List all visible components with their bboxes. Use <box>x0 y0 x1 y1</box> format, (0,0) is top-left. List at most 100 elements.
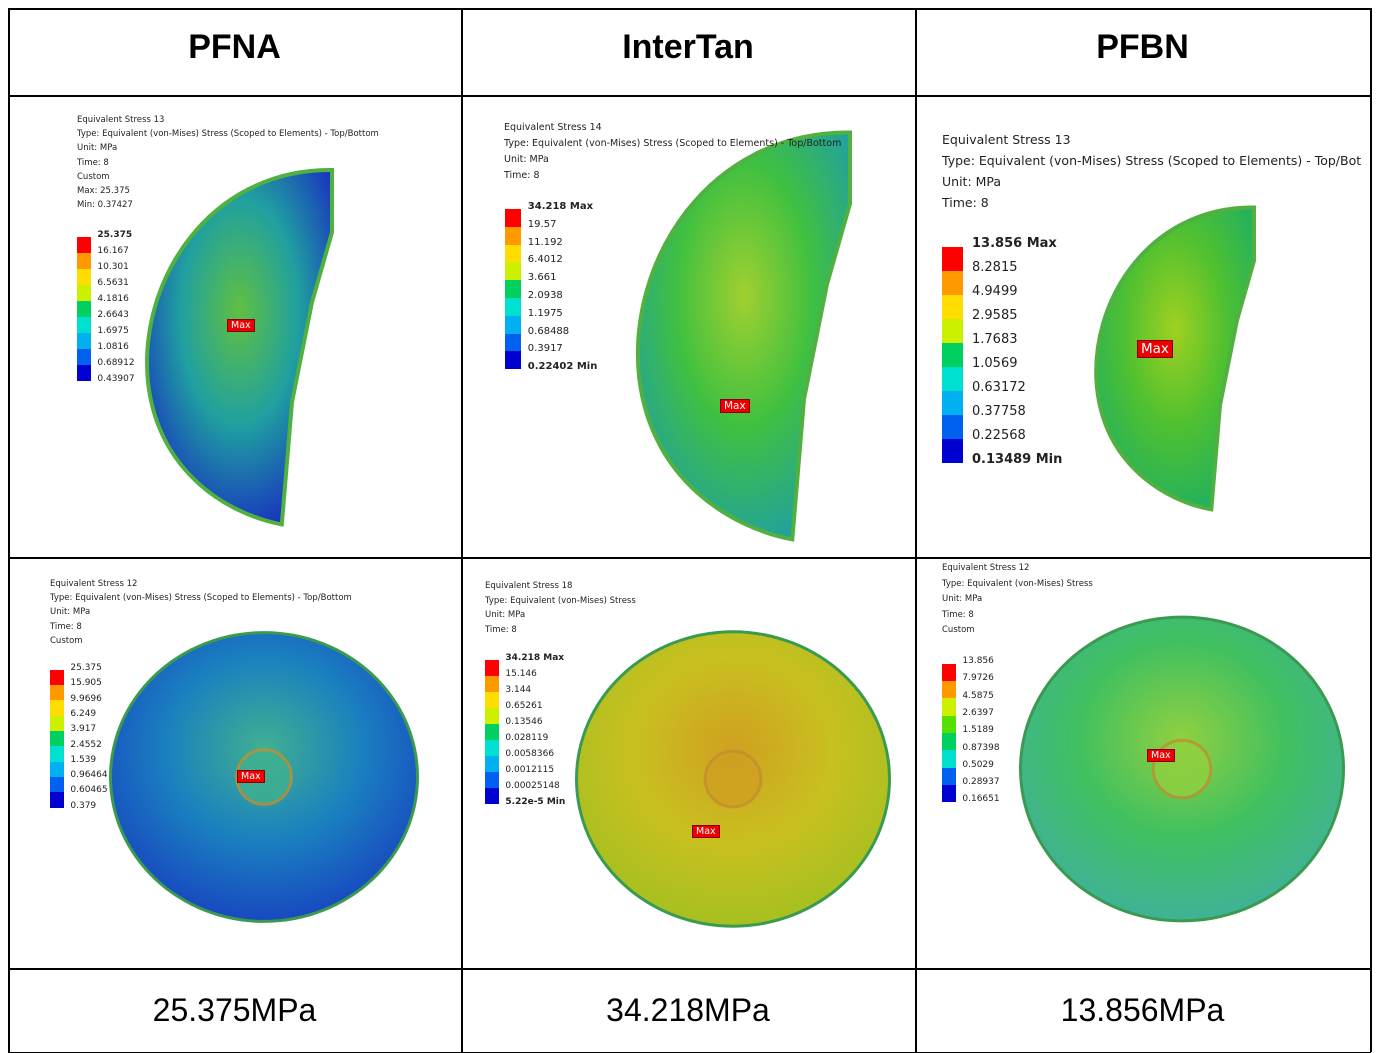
result-info: Type: Equivalent (von-Mises) Stress (Sco… <box>50 593 352 603</box>
result-info: Equivalent Stress 12 <box>50 579 137 589</box>
legend-label: 3.917 <box>70 724 96 734</box>
result-info: Max: 25.375 <box>77 186 130 196</box>
legend-swatch <box>50 762 64 777</box>
legend-swatch <box>485 724 499 740</box>
result-value: 13.856MPa <box>915 992 1370 1029</box>
legend-swatch <box>505 298 521 316</box>
legend-label: 0.96464 <box>70 770 107 780</box>
legend-label: 5.22e-5 Min <box>505 797 565 807</box>
legend-label: 1.0569 <box>972 356 1018 371</box>
legend-swatch <box>942 319 963 343</box>
legend-label: 0.22402 Min <box>528 361 598 372</box>
legend-label: 15.905 <box>70 678 102 688</box>
legend-label: 4.1816 <box>97 294 129 304</box>
legend-label: 0.0012115 <box>505 765 554 775</box>
result-info: Type: Equivalent (von-Mises) Stress <box>942 579 1093 589</box>
legend-label: 0.13546 <box>505 717 542 727</box>
legend-swatch <box>942 681 956 698</box>
legend-label: 2.0938 <box>528 290 563 301</box>
legend-swatch <box>942 367 963 391</box>
legend-swatch <box>505 316 521 334</box>
table-border <box>8 968 1371 970</box>
legend-swatch <box>77 285 91 301</box>
table-border <box>8 8 1371 10</box>
legend-swatch <box>942 439 963 463</box>
result-info: Time: 8 <box>50 622 82 632</box>
legend-swatch <box>942 733 956 750</box>
result-info: Equivalent Stress 13 <box>942 132 1071 147</box>
result-info: Time: 8 <box>942 610 974 620</box>
result-panel: Equivalent Stress 12 Type: Equivalent (vo… <box>10 559 460 967</box>
legend-label: 7.9726 <box>962 673 994 683</box>
legend-label: 11.192 <box>528 237 563 248</box>
result-info: Equivalent Stress 14 <box>504 122 602 133</box>
result-value: 34.218MPa <box>461 992 915 1029</box>
legend-swatch <box>942 343 963 367</box>
column-header: InterTan <box>461 28 915 67</box>
legend-swatch <box>942 750 956 767</box>
legend-swatch <box>942 271 963 295</box>
model-image <box>463 559 914 967</box>
legend-label: 1.0816 <box>97 342 129 352</box>
legend-swatch <box>77 317 91 333</box>
legend-label: 0.13489 Min <box>972 452 1062 467</box>
result-info: Custom <box>77 172 110 182</box>
result-info: Time: 8 <box>504 170 540 181</box>
legend-label: 6.4012 <box>528 254 563 265</box>
result-info: Time: 8 <box>77 158 109 168</box>
legend-label: 13.856 <box>962 656 994 666</box>
legend-label: 25.375 <box>97 230 132 240</box>
legend-label: 0.379 <box>70 801 96 811</box>
legend-label: 0.3917 <box>528 343 563 354</box>
legend-swatch <box>505 262 521 280</box>
result-panel: Equivalent Stress 13 Type: Equivalent (vo… <box>10 97 460 556</box>
legend-label: 0.16651 <box>962 794 999 804</box>
legend-label: 2.6643 <box>97 310 129 320</box>
legend-label: 1.7683 <box>972 332 1018 347</box>
column-header: PFNA <box>8 28 461 67</box>
legend-swatch <box>942 716 956 733</box>
legend-swatch <box>50 777 64 792</box>
result-info: Unit: MPa <box>942 594 982 604</box>
legend-swatch <box>505 280 521 298</box>
legend-label: 10.301 <box>97 262 129 272</box>
result-value: 25.375MPa <box>8 992 461 1029</box>
legend-label: 4.5875 <box>962 691 994 701</box>
max-tag: Max <box>227 319 255 332</box>
result-info: Equivalent Stress 13 <box>77 115 164 125</box>
legend-label: 0.28937 <box>962 777 999 787</box>
legend-label: 1.6975 <box>97 326 129 336</box>
legend-label: 0.60465 <box>70 785 107 795</box>
legend-swatch <box>77 349 91 365</box>
legend-label: 6.5631 <box>97 278 129 288</box>
result-info: Type: Equivalent (von-Mises) Stress (Sco… <box>942 153 1361 168</box>
legend-label: 9.9696 <box>70 694 102 704</box>
legend-swatch <box>942 664 956 681</box>
legend-swatch <box>50 792 64 807</box>
legend-label: 0.68912 <box>97 358 134 368</box>
legend-swatch <box>505 334 521 352</box>
legend-swatch <box>942 698 956 715</box>
legend-swatch <box>77 365 91 381</box>
legend-swatch <box>77 237 91 253</box>
legend-label: 0.63172 <box>972 380 1026 395</box>
legend-swatch <box>485 740 499 756</box>
legend-label: 34.218 Max <box>528 201 593 212</box>
legend-label: 0.028119 <box>505 733 548 743</box>
result-info: Custom <box>50 636 83 646</box>
legend-label: 25.375 <box>70 663 102 673</box>
result-info: Type: Equivalent (von-Mises) Stress (Sco… <box>77 129 379 139</box>
legend-label: 0.68488 <box>528 326 569 337</box>
legend-swatch <box>50 731 64 746</box>
legend-swatch <box>50 746 64 761</box>
legend-label: 8.2815 <box>972 260 1018 275</box>
max-tag: Max <box>1137 340 1173 358</box>
legend-label: 0.37758 <box>972 404 1026 419</box>
legend-label: 34.218 Max <box>505 653 564 663</box>
legend-swatch <box>505 227 521 245</box>
legend-swatch <box>50 670 64 685</box>
max-tag: Max <box>692 825 720 838</box>
result-panel: Equivalent Stress 12Type: Equivalent (vo… <box>917 559 1369 967</box>
legend-swatch <box>485 788 499 804</box>
